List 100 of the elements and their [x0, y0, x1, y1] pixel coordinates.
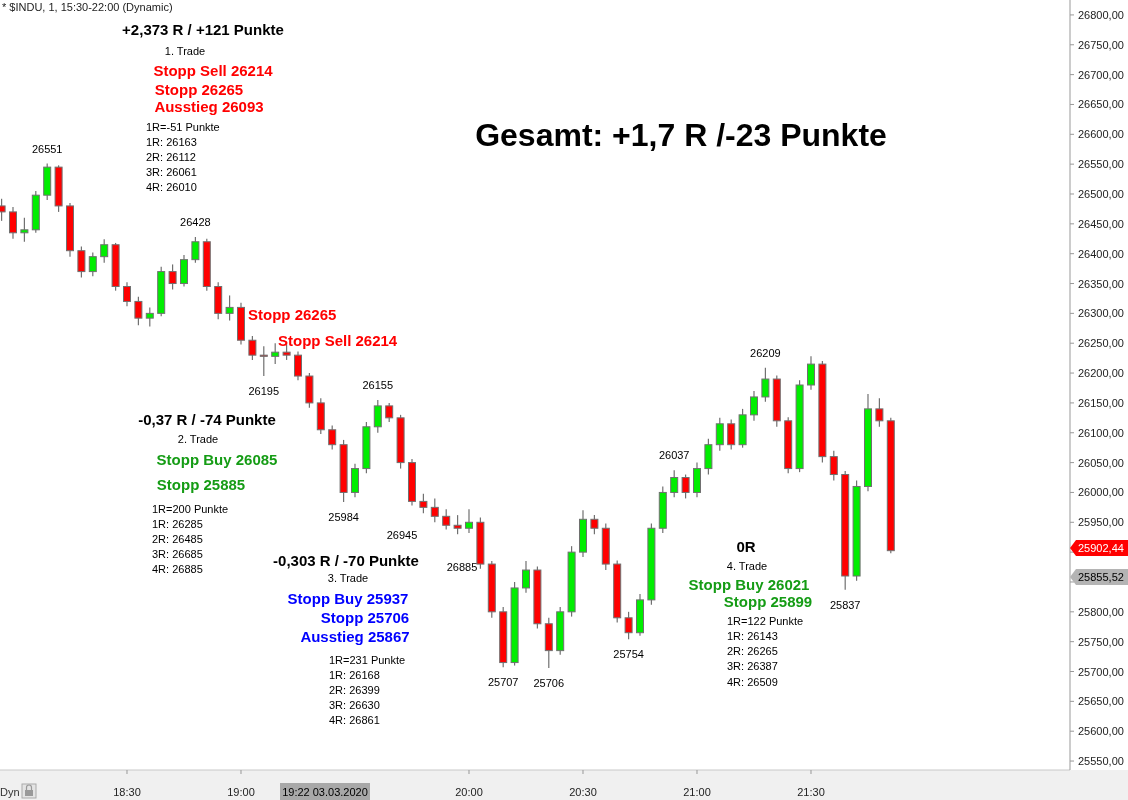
annotation: 25707 [487, 676, 519, 689]
y-tick-label: 25600,00 [1078, 725, 1124, 738]
y-tick-label: 25800,00 [1078, 605, 1124, 618]
annotation: 2R: 26485 [152, 533, 203, 545]
candlestick [20, 217, 29, 243]
annotation: 26428 [180, 215, 211, 228]
annotation: Stopp Sell 26214 [278, 332, 398, 349]
y-tick-label: 26150,00 [1078, 396, 1124, 409]
x-tick-label: 18:30 [113, 786, 141, 798]
annotation: Stopp Buy 26085 [156, 451, 278, 468]
candlestick [328, 424, 337, 451]
candlestick [749, 390, 758, 422]
candlestick [145, 306, 154, 328]
candlestick [100, 238, 109, 264]
annotation: 3R: 26630 [329, 699, 380, 711]
y-tick-label: 26550,00 [1078, 158, 1124, 171]
annotation: -0,303 R / -70 Punkte [273, 552, 419, 569]
annotation: Stopp 25706 [320, 609, 410, 626]
candlestick [624, 611, 633, 640]
annotation: 0R [736, 538, 756, 555]
chart-title: * $INDU, 1, 15:30-22:00 (Dynamic) [2, 1, 173, 13]
annotation: 2R: 26265 [727, 645, 778, 657]
annotation: +2,373 R / +121 Punkte [122, 21, 284, 38]
candlestick [191, 236, 200, 264]
candlestick [727, 419, 736, 451]
y-tick-label: 26800,00 [1078, 8, 1124, 21]
annotation: 3R: 26685 [152, 548, 203, 560]
annotation: 3. Trade [327, 572, 369, 584]
annotation: Stopp Sell 26214 [153, 62, 274, 79]
candlestick [442, 508, 451, 531]
annotation: 2. Trade [177, 433, 219, 445]
candlestick [829, 450, 838, 482]
y-tick-label: 26350,00 [1078, 277, 1124, 290]
annotation: 25837 [829, 598, 861, 611]
annotation: Ausstieg 25867 [300, 628, 410, 645]
annotation: 26551 [31, 142, 63, 155]
candlestick [168, 263, 177, 291]
annotation: 1R=-51 Punkte [146, 121, 220, 133]
candlestick [134, 296, 143, 326]
candlestick [875, 397, 884, 428]
y-tick-label: 25750,00 [1078, 635, 1124, 648]
annotation: 1R=231 Punkte [329, 654, 406, 666]
annotation: 4. Trade [726, 560, 768, 572]
y-tick-label: 25650,00 [1078, 695, 1124, 708]
candlestick [590, 514, 599, 535]
annotation: 2R: 26399 [329, 684, 380, 696]
y-tick-label: 26100,00 [1078, 426, 1124, 439]
candlestick [225, 294, 234, 322]
annotation: 1R: 26143 [727, 630, 778, 642]
annotation: 25754 [613, 648, 644, 661]
candlestick [259, 345, 268, 377]
annotation: 2R: 26112 [146, 151, 196, 163]
candlestick [692, 462, 701, 498]
annotation: 1. Trade [164, 45, 206, 57]
y-tick-label: 26300,00 [1078, 307, 1124, 320]
candlestick [681, 473, 690, 500]
y-tick-label: 26750,00 [1078, 38, 1124, 51]
y-tick-label: 26700,00 [1078, 68, 1124, 81]
candlestick [453, 514, 462, 535]
annotation: 26195 [248, 385, 280, 398]
y-tick-label: 26600,00 [1078, 128, 1124, 141]
annotation: 4R: 26885 [152, 563, 203, 575]
text: 19:22 03.03.2020 [282, 786, 368, 798]
candlestick [294, 350, 302, 381]
x-tick-label: 20:00 [455, 786, 483, 798]
candlestick [715, 417, 724, 452]
candlestick [761, 367, 770, 403]
candlestick [351, 463, 359, 498]
candlestick [521, 560, 530, 594]
annotation: 1R=200 Punkte [152, 503, 229, 515]
annotation: Gesamt: +1,7 R /-23 Punkte [475, 117, 887, 153]
y-tick-label: 26400,00 [1078, 247, 1124, 260]
y-tick-label: 25700,00 [1078, 665, 1124, 678]
candlestick [806, 355, 815, 391]
annotation: Ausstieg 26093 [154, 98, 264, 115]
annotation: 26885 [446, 561, 478, 573]
annotation: 1R: 26285 [152, 518, 203, 530]
annotation: 1R: 26163 [146, 136, 197, 148]
y-tick-label: 25550,00 [1078, 755, 1124, 768]
y-tick-label: 26500,00 [1078, 187, 1124, 200]
x-tick-label: 21:30 [797, 786, 825, 798]
annotation: 26209 [750, 346, 781, 359]
y-tick-label: 26050,00 [1078, 456, 1124, 469]
annotation: 26037 [658, 449, 690, 462]
x-tick-label: 21:00 [683, 786, 711, 798]
y-tick-label: 26200,00 [1078, 367, 1124, 380]
annotation: Stopp 26265 [248, 306, 337, 323]
candlestick [271, 342, 280, 365]
candlestick [180, 254, 188, 288]
candlestick [385, 402, 394, 423]
text: 25855,52 [1078, 571, 1124, 583]
candlestick [248, 335, 257, 361]
annotation: 26945 [386, 529, 418, 541]
candlestick [123, 281, 131, 307]
annotation: 1R=122 Punkte [727, 615, 804, 627]
candlestick [77, 245, 86, 279]
candlestick [373, 399, 382, 434]
annotation: Stopp 25899 [723, 593, 813, 610]
annotation: 25706 [533, 676, 565, 689]
annotation: 4R: 26010 [146, 181, 197, 193]
